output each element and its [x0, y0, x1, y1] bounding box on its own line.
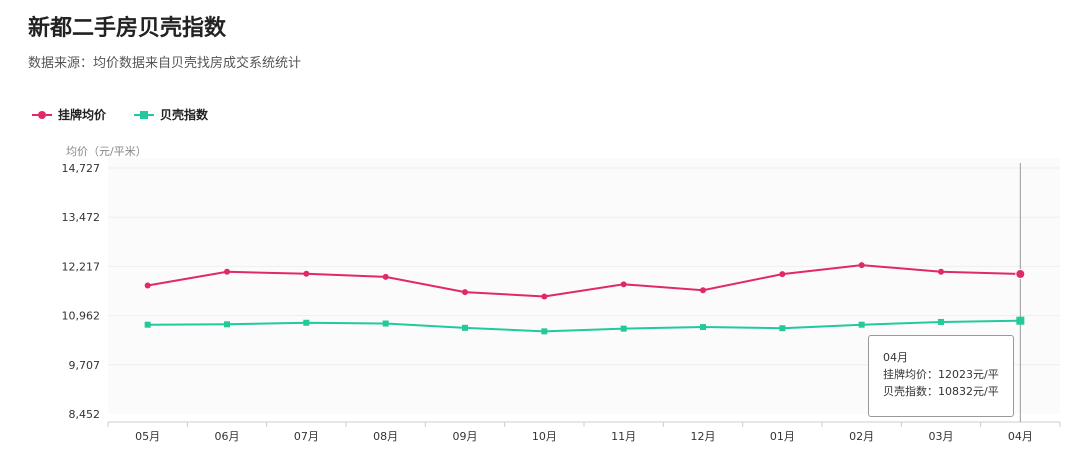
- y-tick-label: 12,217: [62, 260, 101, 273]
- y-tick-label: 8,452: [69, 408, 101, 421]
- data-point: [1015, 269, 1026, 280]
- y-tick-label: 14,727: [62, 162, 101, 175]
- data-point: [779, 271, 786, 278]
- data-point: [382, 320, 389, 327]
- tooltip-month: 04月: [883, 351, 908, 364]
- y-tick-label: 10,962: [62, 310, 101, 323]
- square-marker-icon: [134, 110, 155, 120]
- x-tick-label: 07月: [294, 430, 319, 443]
- x-tick-label: 10月: [532, 430, 557, 443]
- data-source-note: 数据来源：均价数据来自贝壳找房成交系统统计: [28, 56, 302, 71]
- data-point: [858, 262, 865, 269]
- data-point: [779, 325, 786, 332]
- data-point: [541, 328, 548, 335]
- x-tick-label: 03月: [929, 430, 954, 443]
- legend-label: 挂牌均价: [58, 108, 107, 122]
- x-tick-label: 12月: [691, 430, 716, 443]
- data-point: [382, 273, 389, 280]
- data-point: [224, 321, 230, 328]
- x-tick-label: 06月: [215, 430, 240, 443]
- data-point: [858, 321, 865, 328]
- y-tick-label: 9,707: [69, 359, 101, 372]
- x-tick-label: 02月: [849, 430, 874, 443]
- data-point: [700, 324, 706, 331]
- legend-item-beike-index[interactable]: 贝壳指数: [134, 106, 208, 123]
- data-point: [303, 319, 310, 326]
- legend: 挂牌均价 贝壳指数: [32, 106, 208, 123]
- legend-item-listing-price[interactable]: 挂牌均价: [32, 106, 106, 123]
- data-point: [303, 270, 310, 277]
- data-point: [144, 321, 151, 328]
- data-point: [224, 268, 230, 275]
- x-tick-label: 11月: [611, 430, 636, 443]
- x-tick-label: 09月: [453, 430, 478, 443]
- y-axis-label: 均价（元/平米）: [66, 145, 147, 158]
- tooltip-listing-price: 挂牌均价：12023元/平: [883, 368, 999, 381]
- data-point: [462, 289, 468, 296]
- x-tick-label: 05月: [135, 430, 160, 443]
- series-line: [147, 319, 1021, 333]
- data-point: [620, 325, 627, 332]
- data-point: [938, 318, 944, 325]
- data-point: [938, 268, 944, 275]
- circle-marker-icon: [32, 110, 52, 120]
- data-point: [541, 293, 548, 300]
- x-tick-label: 04月: [1008, 430, 1033, 443]
- data-point: [620, 281, 627, 288]
- x-tick-label: 01月: [770, 430, 795, 443]
- tooltip-beike-index: 贝壳指数：10832元/平: [883, 385, 999, 398]
- page-title: 新都二手房贝壳指数: [28, 16, 227, 41]
- data-point: [1016, 316, 1025, 325]
- legend-label: 贝壳指数: [160, 108, 209, 122]
- series-line: [147, 264, 1021, 298]
- data-point: [144, 282, 151, 289]
- chart-tooltip: 04月 挂牌均价：12023元/平 贝壳指数：10832元/平: [868, 335, 1014, 417]
- data-point: [462, 324, 468, 331]
- data-point: [700, 287, 706, 294]
- y-tick-label: 13,472: [62, 211, 101, 224]
- x-tick-label: 08月: [373, 430, 398, 443]
